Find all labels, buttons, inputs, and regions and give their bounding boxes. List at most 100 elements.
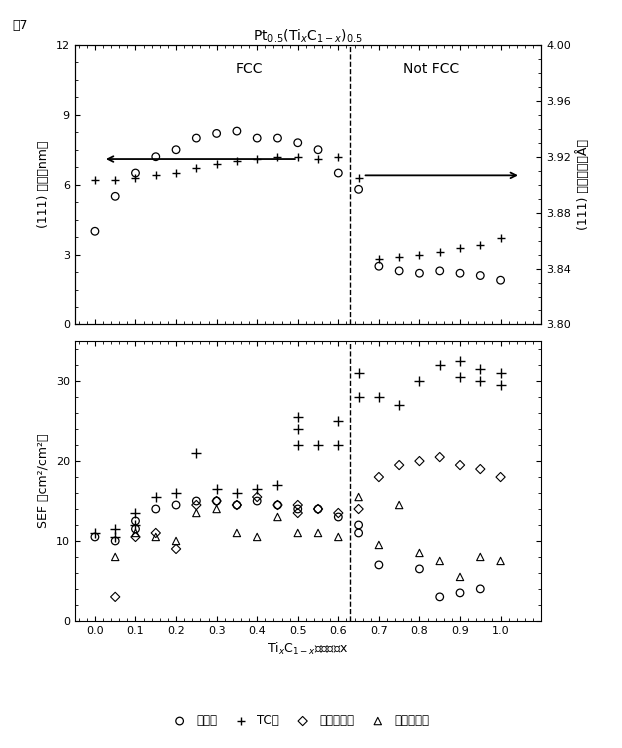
- Point: [455, 571, 465, 583]
- Point: [374, 559, 384, 571]
- Point: [475, 375, 485, 387]
- Point: [232, 156, 242, 168]
- Y-axis label: (111) 格子定数（Å）: (111) 格子定数（Å）: [577, 139, 590, 230]
- Point: [475, 551, 485, 563]
- Point: [293, 503, 303, 515]
- Point: [211, 503, 221, 515]
- Point: [354, 367, 364, 379]
- Point: [192, 162, 202, 174]
- Point: [151, 169, 160, 181]
- Point: [313, 503, 323, 515]
- Point: [333, 507, 343, 519]
- Point: [252, 491, 262, 503]
- Point: [293, 137, 303, 149]
- Point: [414, 248, 424, 260]
- Point: [455, 459, 465, 471]
- Point: [435, 591, 445, 603]
- Point: [110, 174, 120, 186]
- Point: [252, 153, 262, 165]
- Point: [171, 487, 181, 499]
- Point: [496, 379, 506, 391]
- Point: [110, 523, 120, 535]
- Point: [131, 523, 141, 535]
- Point: [435, 555, 445, 567]
- Text: Not FCC: Not FCC: [404, 62, 460, 76]
- Point: [211, 495, 221, 507]
- Point: [131, 531, 141, 543]
- Point: [293, 439, 303, 451]
- Point: [333, 151, 343, 163]
- Point: [333, 531, 343, 543]
- Point: [394, 459, 404, 471]
- Point: [435, 246, 445, 258]
- Point: [496, 471, 506, 483]
- Point: [354, 519, 364, 531]
- Y-axis label: SEF （cm²/cm²）: SEF （cm²/cm²）: [37, 434, 50, 528]
- Point: [475, 239, 485, 251]
- Point: [131, 507, 141, 519]
- Point: [414, 375, 424, 387]
- Point: [171, 167, 181, 179]
- Point: [252, 483, 262, 495]
- Point: [272, 499, 282, 511]
- Point: [252, 531, 262, 543]
- Point: [455, 355, 465, 367]
- Point: [192, 132, 202, 144]
- Point: [455, 587, 465, 599]
- Point: [151, 531, 160, 543]
- Point: [151, 151, 160, 163]
- Point: [252, 495, 262, 507]
- Text: 図7: 図7: [12, 19, 28, 31]
- Point: [171, 535, 181, 547]
- Point: [293, 151, 303, 163]
- Point: [455, 371, 465, 383]
- Point: [272, 132, 282, 144]
- Point: [151, 491, 160, 503]
- Point: [475, 364, 485, 375]
- Point: [272, 151, 282, 163]
- Point: [354, 183, 364, 195]
- Point: [232, 125, 242, 137]
- Point: [90, 225, 100, 237]
- Point: [496, 367, 506, 379]
- Point: [192, 447, 202, 459]
- Point: [394, 251, 404, 263]
- Point: [110, 535, 120, 547]
- Point: [394, 265, 404, 277]
- Point: [211, 158, 221, 170]
- Point: [110, 551, 120, 563]
- Point: [90, 174, 100, 186]
- Point: [192, 507, 202, 519]
- Point: [414, 267, 424, 279]
- Point: [374, 471, 384, 483]
- Point: [211, 495, 221, 507]
- Point: [496, 233, 506, 245]
- Point: [496, 555, 506, 567]
- Point: [293, 411, 303, 423]
- Point: [90, 527, 100, 539]
- Point: [131, 527, 141, 539]
- Point: [90, 531, 100, 543]
- Point: [354, 391, 364, 403]
- Point: [333, 511, 343, 523]
- Point: [192, 495, 202, 507]
- Point: [293, 499, 303, 511]
- Point: [313, 439, 323, 451]
- Point: [211, 483, 221, 495]
- Point: [475, 583, 485, 595]
- Point: [131, 519, 141, 531]
- Point: [333, 439, 343, 451]
- Point: [374, 391, 384, 403]
- Point: [272, 499, 282, 511]
- Point: [313, 153, 323, 165]
- Y-axis label: (111) 粒度（nm）: (111) 粒度（nm）: [37, 141, 50, 228]
- Point: [232, 487, 242, 499]
- Point: [333, 415, 343, 427]
- Point: [394, 399, 404, 411]
- Point: [374, 254, 384, 266]
- Point: [354, 491, 364, 503]
- Title: Pt$_{0.5}$(Ti$_x$C$_{1-x}$)$_{0.5}$: Pt$_{0.5}$(Ti$_x$C$_{1-x}$)$_{0.5}$: [253, 28, 363, 45]
- Text: FCC: FCC: [235, 62, 263, 76]
- Point: [293, 423, 303, 435]
- Point: [313, 503, 323, 515]
